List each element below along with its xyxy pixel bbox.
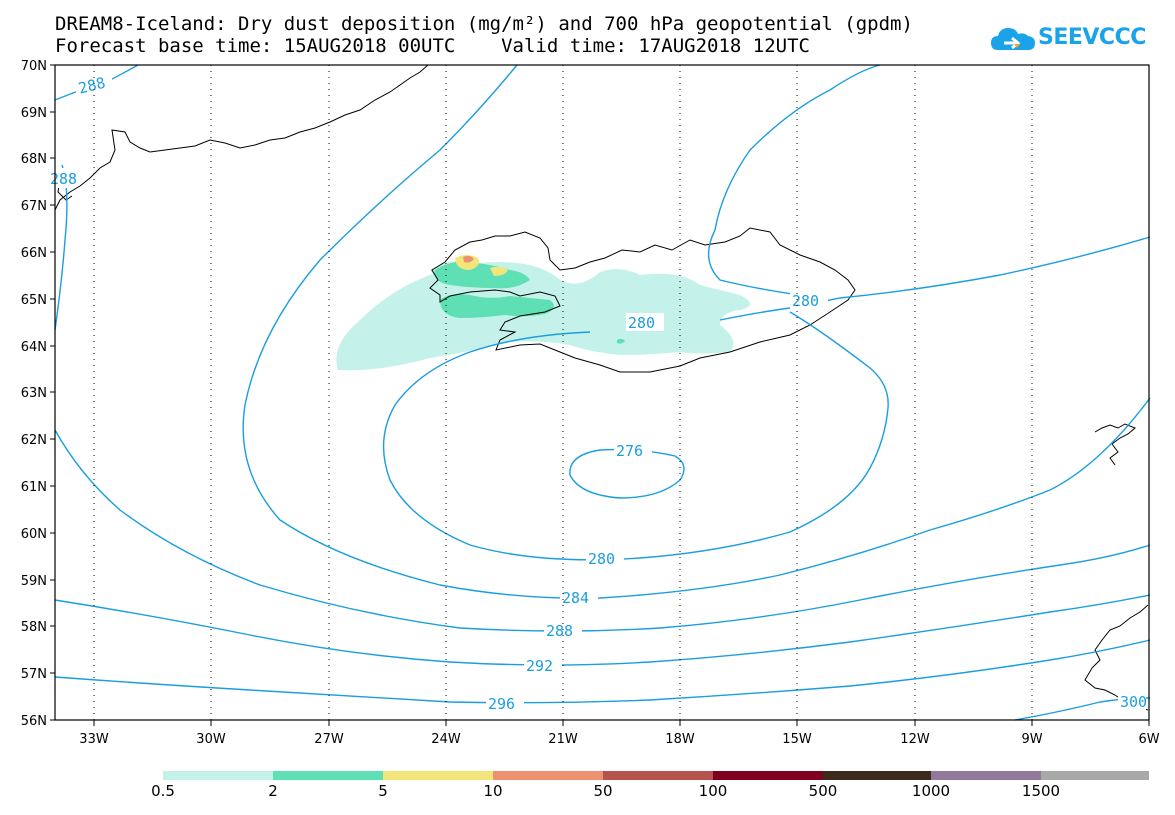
greenland-coast — [54, 64, 429, 211]
contour-label: 280 — [628, 314, 655, 332]
lat-label: 64N — [21, 340, 47, 355]
faroe-islands — [1094, 423, 1136, 466]
lon-label: 6W — [1138, 732, 1159, 747]
lon-label: 24W — [431, 732, 461, 747]
colorbar-segment — [823, 771, 931, 780]
colorbar-segment — [1041, 771, 1149, 780]
colorbar-label: 100 — [698, 782, 728, 800]
dust-speck — [617, 338, 625, 344]
dust-area-orange — [463, 255, 474, 263]
logo-text: SEEVCCC — [1038, 25, 1146, 50]
lat-label: 67N — [21, 199, 47, 214]
contour-label: 288 — [546, 622, 573, 640]
contour-label: 292 — [526, 657, 553, 675]
cloud-icon — [991, 28, 1035, 50]
colorbar-segment — [493, 771, 603, 780]
contour-280-inner — [382, 311, 889, 561]
geopotential-contours — [54, 64, 1151, 721]
contour-label: 288 — [50, 170, 77, 188]
lat-label: 66N — [21, 246, 47, 261]
lat-label: 56N — [21, 714, 47, 729]
contour-276 — [569, 448, 685, 499]
dust-area-medium — [440, 294, 554, 318]
lon-label: 30W — [196, 732, 226, 747]
colorbar-label: 50 — [593, 782, 613, 800]
dust-area-yellow-2 — [490, 266, 508, 276]
contour-label: 280 — [792, 292, 819, 310]
dust-area-light — [336, 262, 750, 371]
lat-label: 63N — [21, 386, 47, 401]
latitude-labels: 70N 69N 68N 67N 66N 65N 64N 63N 62N 61N … — [21, 59, 47, 729]
axis-ticks — [50, 64, 1150, 726]
coastlines — [54, 64, 1149, 711]
lat-label: 70N — [21, 59, 47, 74]
colorbar-segment — [383, 771, 493, 780]
colorbar-segment — [931, 771, 1041, 780]
colorbar-label: 1500 — [1021, 782, 1061, 800]
map-title: DREAM8-Iceland: Dry dust deposition (mg/… — [55, 13, 913, 35]
lon-label: 27W — [314, 732, 344, 747]
colorbar-label: 500 — [808, 782, 838, 800]
contour-292 — [54, 594, 1151, 666]
forecast-time-line: Forecast base time: 15AUG2018 00UTC Vali… — [55, 35, 810, 57]
contour-label: 284 — [562, 589, 589, 607]
contour-label: 296 — [488, 695, 515, 713]
lat-label: 68N — [21, 152, 47, 167]
contour-284 — [242, 64, 1151, 599]
seevccc-logo: SEEVCCC — [990, 22, 1146, 56]
colorbar-label: 0.5 — [151, 782, 175, 800]
colorbar-label: 2 — [268, 782, 278, 800]
dust-deposition-areas — [336, 255, 750, 371]
lat-label: 62N — [21, 433, 47, 448]
iceland-coast — [429, 227, 856, 373]
colorbar-label: 1000 — [911, 782, 951, 800]
contour-label: 300 — [1120, 693, 1147, 711]
lat-label: 69N — [21, 106, 47, 121]
lon-label: 33W — [79, 732, 109, 747]
colorbar-label: 5 — [378, 782, 388, 800]
contour-288 — [54, 64, 1151, 632]
contour-label: 276 — [616, 442, 643, 460]
lat-label: 65N — [21, 293, 47, 308]
contour-280-east — [719, 236, 1151, 321]
lon-label: 18W — [665, 732, 695, 747]
contour-labels: 288 288 280 280 276 280 284 288 292 296 … — [50, 74, 1147, 713]
lat-label: 57N — [21, 667, 47, 682]
longitude-labels: 33W 30W 27W 24W 21W 18W 15W 12W 9W 6W — [79, 732, 1159, 747]
dust-area-medium-north — [434, 261, 530, 289]
colorbar-label: 10 — [483, 782, 503, 800]
lon-label: 21W — [548, 732, 578, 747]
lon-label: 15W — [782, 732, 812, 747]
contour-296 — [54, 639, 1151, 704]
colorbar-segment — [273, 771, 383, 780]
contour-label: 280 — [588, 550, 615, 568]
lat-label: 60N — [21, 527, 47, 542]
lat-label: 59N — [21, 574, 47, 589]
lat-label: 58N — [21, 620, 47, 635]
colorbar-segment — [603, 771, 713, 780]
lat-label: 61N — [21, 480, 47, 495]
contour-280-loop — [707, 64, 881, 299]
colorbar-segment — [163, 771, 273, 780]
colorbar-segment — [713, 771, 823, 780]
lon-label: 9W — [1021, 732, 1042, 747]
lon-label: 12W — [900, 732, 930, 747]
